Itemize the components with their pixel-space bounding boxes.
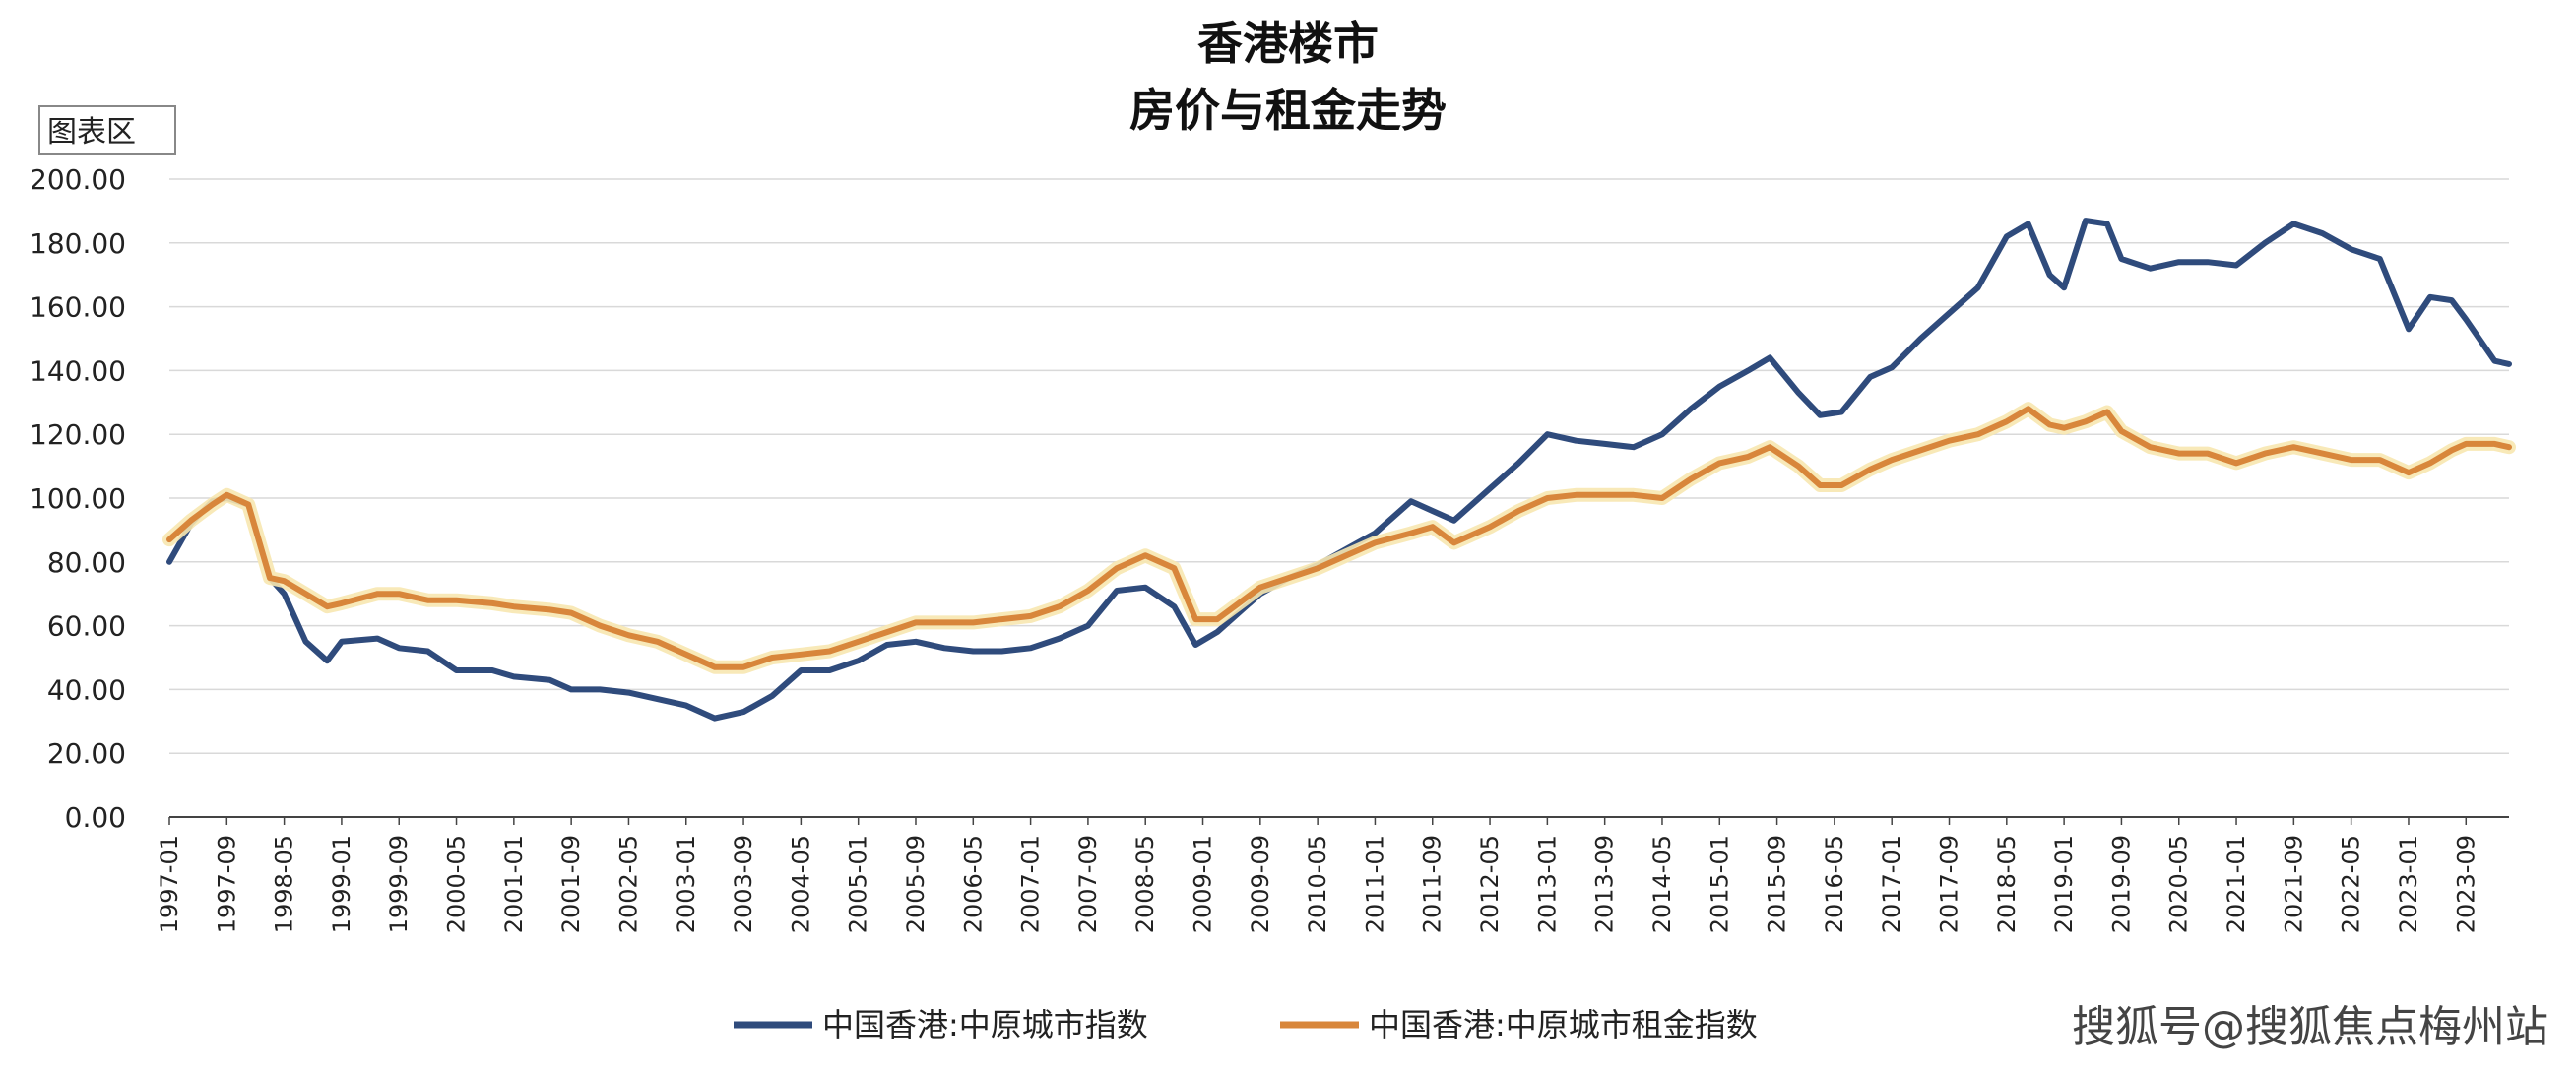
- x-tick-label: 2018-05: [1993, 835, 2021, 933]
- series-layer: [162, 218, 2516, 722]
- y-tick-label: 0.00: [65, 801, 126, 834]
- x-tick-label: 2021-01: [2222, 835, 2250, 933]
- x-tick-label: 2008-05: [1131, 835, 1159, 933]
- x-tick-label: 2003-09: [730, 835, 757, 933]
- x-tick-label: 2007-09: [1074, 835, 1102, 933]
- x-tick-label: 2023-09: [2452, 835, 2479, 933]
- x-tick-label: 1998-05: [271, 835, 298, 933]
- y-tick-label: 140.00: [30, 354, 126, 387]
- x-tick-label: 2013-09: [1591, 835, 1619, 933]
- x-tick-label: 2017-09: [1936, 835, 1964, 933]
- x-tick-label: 1999-09: [385, 835, 413, 933]
- grid-layer: [169, 178, 2509, 818]
- x-tick-label: 2016-05: [1821, 835, 1848, 933]
- x-tick-label: 2003-01: [673, 835, 700, 933]
- x-tick-label: 2013-01: [1533, 835, 1561, 933]
- x-tick-label: 1999-01: [328, 835, 355, 933]
- x-tick-label: 2009-01: [1190, 835, 1217, 933]
- x-tick-label: 2000-05: [443, 835, 471, 933]
- x-tick-label: 2021-09: [2280, 835, 2307, 933]
- x-tick-label: 2017-01: [1878, 835, 1905, 933]
- watermark: 搜狐号@搜狐焦点梅州站: [2072, 1002, 2548, 1052]
- legend: 中国香港:中原城市指数 中国香港:中原城市租金指数: [734, 1006, 1758, 1043]
- x-tick-label: 2005-09: [902, 835, 930, 933]
- x-tick-label: 2012-05: [1476, 835, 1504, 933]
- x-tick-label: 1997-01: [156, 835, 183, 933]
- series-line-rent-index: [166, 406, 2512, 670]
- chart-area-label-frame: [38, 105, 176, 155]
- x-tick-label: 2020-05: [2165, 835, 2193, 933]
- y-axis: 0.00 20.00 40.00 60.00 80.00 100.00 120.00 140.…: [30, 163, 126, 834]
- x-axis: 1997-01 1997-09 1998-05 1999-01 1999-09 2000-…: [156, 817, 2479, 933]
- chart-area-label: 图表区: [47, 115, 136, 150]
- x-tick-label: 2006-05: [959, 835, 987, 933]
- series-line-price-index: [166, 218, 2512, 722]
- x-tick-label: 2019-09: [2107, 835, 2135, 933]
- x-tick-label: 2010-05: [1304, 835, 1331, 933]
- y-tick-label: 200.00: [30, 163, 126, 196]
- y-tick-label: 20.00: [47, 737, 126, 770]
- x-tick-label: 2002-05: [614, 835, 642, 933]
- x-tick-label: 2001-09: [557, 835, 585, 933]
- x-tick-label: 2023-01: [2395, 835, 2422, 933]
- legend-label-rent-index: 中国香港:中原城市租金指数: [1369, 1006, 1758, 1043]
- y-tick-label: 100.00: [30, 482, 126, 515]
- x-tick-label: 2011-09: [1419, 835, 1447, 933]
- x-tick-label: 2011-01: [1361, 835, 1388, 933]
- x-tick-label: 2022-05: [2338, 835, 2365, 933]
- chart-title-line-1: 香港楼市: [1197, 17, 1379, 70]
- x-tick-label: 2014-05: [1648, 835, 1676, 933]
- x-tick-label: 2005-01: [845, 835, 872, 933]
- y-tick-label: 80.00: [47, 546, 126, 579]
- y-tick-label: 160.00: [30, 291, 126, 324]
- legend-label-price-index: 中国香港:中原城市指数: [822, 1006, 1148, 1043]
- x-tick-label: 2009-09: [1247, 835, 1274, 933]
- y-tick-label: 120.00: [30, 418, 126, 451]
- y-tick-label: 180.00: [30, 227, 126, 260]
- x-tick-label: 1997-09: [213, 835, 240, 933]
- x-tick-label: 2015-09: [1764, 835, 1791, 933]
- x-tick-label: 2004-05: [787, 835, 814, 933]
- chart-area-label-box: 图表区: [38, 105, 176, 155]
- x-tick-label: 2007-01: [1017, 835, 1045, 933]
- x-tick-label: 2015-01: [1706, 835, 1733, 933]
- chart-title-line-2: 房价与租金走势: [1129, 84, 1447, 137]
- y-tick-label: 40.00: [47, 673, 126, 706]
- y-tick-label: 60.00: [47, 610, 126, 643]
- x-tick-label: 2001-01: [500, 835, 528, 933]
- x-tick-label: 2019-01: [2050, 835, 2078, 933]
